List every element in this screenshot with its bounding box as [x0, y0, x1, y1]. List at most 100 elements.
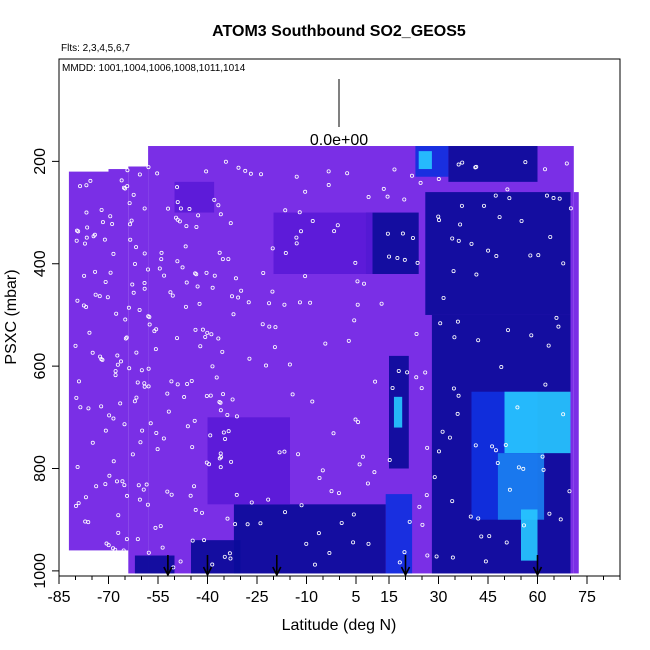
observation-point [142, 206, 147, 211]
observation-point [239, 288, 244, 293]
observation-point [233, 522, 238, 527]
observation-point [546, 343, 551, 348]
flights-note: Flts: 2,3,4,5,6,7 [61, 43, 130, 54]
observation-point [277, 450, 282, 455]
observation-point [217, 250, 222, 255]
observation-point [234, 414, 239, 419]
observation-point [216, 203, 221, 208]
arrow-head [400, 566, 411, 577]
observation-point [116, 530, 121, 535]
observation-point [432, 475, 437, 480]
enhanced-so2-cell [174, 181, 215, 213]
observation-point [90, 350, 95, 355]
observation-point [130, 282, 135, 287]
observation-point [246, 300, 251, 305]
observation-point [155, 171, 160, 176]
observation-point [223, 436, 228, 441]
chart-title: ATOM3 Southbound SO2_GEOS5 [212, 23, 466, 40]
observation-point [436, 177, 441, 182]
observation-point [182, 395, 187, 400]
observation-point [332, 229, 337, 234]
observation-point [497, 215, 502, 220]
observation-point [283, 251, 288, 256]
observation-point [451, 386, 456, 391]
observation-point [473, 443, 478, 448]
observation-point [76, 379, 81, 384]
observation-point [160, 545, 165, 550]
observation-point [228, 556, 233, 561]
observation-point [258, 521, 263, 526]
observation-point [407, 519, 412, 524]
observation-point [125, 184, 130, 189]
observation-point [310, 399, 315, 404]
observation-point [137, 497, 142, 502]
observation-point [270, 289, 275, 294]
observation-point [458, 222, 463, 227]
observation-point [175, 259, 180, 264]
observation-point [503, 442, 508, 447]
x-tick-label: -70 [97, 589, 120, 606]
observation-point [103, 428, 108, 433]
observation-point [93, 292, 98, 297]
observation-point [282, 449, 287, 454]
observation-point [220, 257, 225, 262]
observation-point [521, 466, 526, 471]
observation-point [379, 301, 384, 306]
observation-point [175, 382, 180, 387]
observation-point [557, 196, 562, 201]
observation-point [294, 174, 299, 179]
observation-point [196, 213, 201, 218]
observation-point [395, 256, 400, 261]
observation-point [202, 538, 207, 543]
observation-point [113, 373, 118, 378]
enhanced-so2-cell [385, 494, 413, 574]
observation-point [108, 270, 113, 275]
observation-point [107, 413, 112, 418]
observation-point [153, 347, 158, 352]
observation-point [93, 269, 98, 274]
observation-point [203, 334, 208, 339]
observation-point [118, 359, 123, 364]
observation-point [298, 229, 303, 234]
observation-point [82, 241, 87, 246]
observation-point [507, 487, 512, 492]
observation-point [226, 257, 231, 262]
observation-point [137, 172, 142, 177]
observation-point [519, 219, 524, 224]
observation-point [90, 440, 95, 445]
observation-point [141, 487, 146, 492]
x-tick-label: -85 [47, 589, 70, 606]
y-tick-label: 800 [32, 455, 49, 482]
observation-point [366, 195, 371, 200]
observation-point [193, 327, 198, 332]
observation-point [118, 401, 123, 406]
observation-point [184, 224, 189, 229]
observation-point [543, 382, 548, 387]
observation-point [528, 253, 533, 258]
x-tick-label: -55 [146, 589, 169, 606]
observation-point [316, 531, 321, 536]
observation-point [385, 194, 390, 199]
observation-point [554, 315, 559, 320]
observation-point [154, 430, 159, 435]
observation-point [134, 395, 139, 400]
observation-point [229, 459, 234, 464]
x-tick-label: 45 [479, 589, 497, 606]
observation-point [353, 260, 358, 265]
observation-point [134, 245, 139, 250]
observation-point [245, 522, 250, 527]
observation-point [78, 405, 83, 410]
flight-arrows [163, 555, 543, 577]
observation-point [402, 550, 407, 555]
observation-point [455, 411, 460, 416]
observation-point [185, 424, 190, 429]
observation-point [104, 541, 109, 546]
observation-point [178, 206, 183, 211]
observation-point [230, 397, 235, 402]
observation-point [218, 451, 223, 456]
observation-point [294, 241, 299, 246]
observation-point [499, 365, 504, 370]
observation-point [493, 448, 498, 453]
observation-point [221, 392, 226, 397]
